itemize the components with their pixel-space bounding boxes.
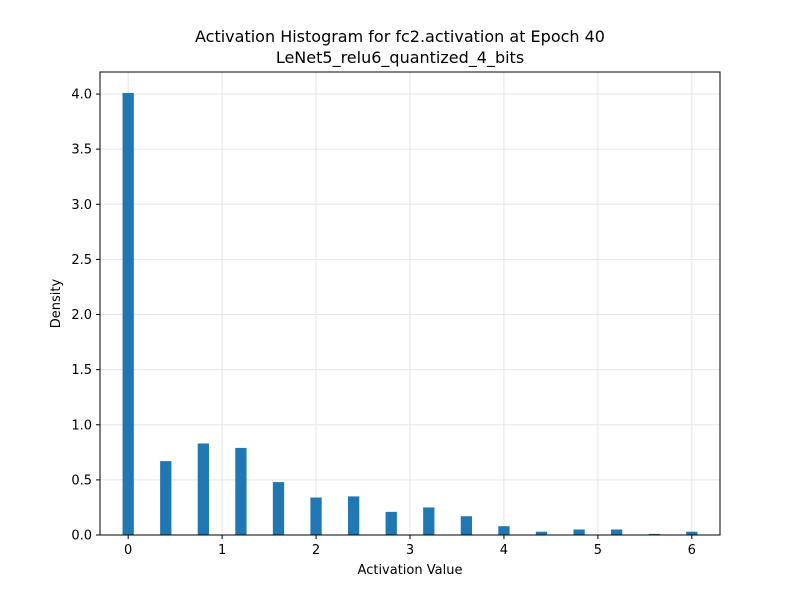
y-axis-label: Density xyxy=(49,278,64,328)
histogram-bar xyxy=(272,482,285,535)
x-tick-label: 1 xyxy=(218,543,226,558)
histogram-bar xyxy=(235,447,247,535)
y-tick-label: 0.0 xyxy=(71,529,92,544)
x-tick-label: 3 xyxy=(406,543,414,558)
y-tick-label: 4.0 xyxy=(71,88,92,103)
histogram-bar xyxy=(310,497,322,535)
y-tick-label: 1.5 xyxy=(71,363,92,378)
histogram-bar xyxy=(686,531,698,535)
x-tick-label: 0 xyxy=(124,543,132,558)
histogram-bar xyxy=(160,461,172,535)
chart-title: Activation Histogram for fc2.activation … xyxy=(195,27,605,46)
y-tick-label: 2.5 xyxy=(71,253,92,268)
y-tick-label: 3.0 xyxy=(71,198,92,213)
histogram-bar xyxy=(611,529,623,535)
histogram-bar xyxy=(423,507,435,535)
y-tick-label: 0.5 xyxy=(71,473,92,488)
y-tick-label: 2.0 xyxy=(71,308,92,323)
histogram-bar xyxy=(348,496,360,535)
y-tick-label: 1.0 xyxy=(71,418,92,433)
grid-layer xyxy=(100,72,720,536)
histogram-bar xyxy=(648,533,660,535)
histogram-bar xyxy=(498,526,510,535)
x-axis-label: Activation Value xyxy=(358,563,463,578)
histogram-bar xyxy=(122,92,134,535)
histogram-bar xyxy=(460,516,472,535)
x-tick-label: 5 xyxy=(594,543,602,558)
x-tick-label: 6 xyxy=(688,543,696,558)
histogram-bar xyxy=(385,511,397,535)
tick-layer: 0 1 2 3 4 5 6 0.0 0.5 1.0 1.5 2.0 2.5 3.0 3.5 4.0 xyxy=(71,88,696,558)
chart-subtitle: LeNet5_relu6_quantized_4_bits xyxy=(275,48,525,67)
bar-layer xyxy=(122,92,698,535)
x-tick-label: 2 xyxy=(312,543,320,558)
histogram-bar xyxy=(197,443,209,535)
histogram-bar xyxy=(573,529,585,535)
histogram-bar xyxy=(535,531,548,535)
x-tick-label: 4 xyxy=(500,543,508,558)
y-tick-label: 3.5 xyxy=(71,143,92,158)
